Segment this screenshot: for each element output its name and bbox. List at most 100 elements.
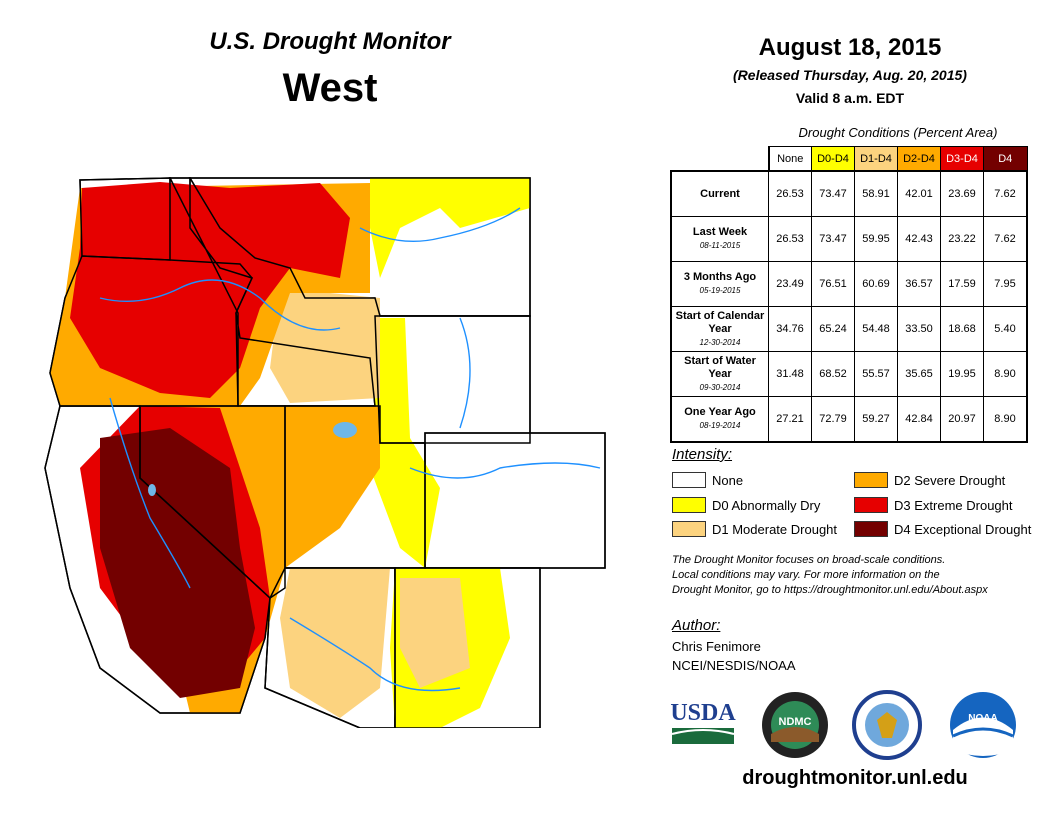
table-row: 3 Months Ago 05-19-2015 23.49 76.51 60.69… <box>670 261 1028 307</box>
table-cell: 58.91 <box>854 170 898 217</box>
table-cell: 35.65 <box>897 351 941 397</box>
table-cell: 19.95 <box>940 351 984 397</box>
author-name: Chris Fenimore <box>672 639 761 654</box>
table-cell: 72.79 <box>811 396 855 443</box>
ndmc-logo: NDMC <box>760 690 830 765</box>
d0-area <box>370 178 530 278</box>
row-label: One Year Ago <box>684 406 756 418</box>
legend-label: None <box>712 472 744 488</box>
d1-area <box>270 288 380 403</box>
legend-item-d2: D2 Severe Drought <box>854 472 1005 488</box>
table-row: One Year Ago 08-19-2014 27.21 72.79 59.27… <box>670 396 1028 443</box>
table-row: Current 26.53 73.47 58.91 42.01 23.69 7.… <box>670 170 1028 217</box>
website-url[interactable]: droughtmonitor.unl.edu <box>742 767 968 789</box>
legend-item-none: None <box>672 472 743 488</box>
noaa-logo-text: NOAA <box>968 713 997 724</box>
legend-swatch <box>854 497 888 513</box>
row-label: Current <box>700 187 740 200</box>
row-date: 09-30-2014 <box>699 382 741 392</box>
table-cell: 76.51 <box>811 261 855 307</box>
table-cell: 73.47 <box>811 170 855 217</box>
lake-tahoe <box>148 484 156 496</box>
d3-area <box>70 182 350 398</box>
release-date: (Released Thursday, Aug. 20, 2015) <box>733 67 967 83</box>
table-caption: Drought Conditions (Percent Area) <box>798 125 998 140</box>
legend-swatch <box>672 521 706 537</box>
note-line: The Drought Monitor focuses on broad-sca… <box>672 554 946 566</box>
legend-label: D3 Extreme Drought <box>894 497 1013 513</box>
row-label: Start of Water Year <box>684 354 756 380</box>
table-cell: 65.24 <box>811 306 855 352</box>
table-cell: 7.95 <box>983 261 1028 307</box>
table-cell: 7.62 <box>983 170 1028 217</box>
col-header-d1-d4: D1-D4 <box>854 146 898 172</box>
legend-item-d0: D0 Abnormally Dry <box>672 497 820 513</box>
table-cell: 23.49 <box>768 261 812 307</box>
row-date: 08-11-2015 <box>699 241 741 250</box>
table-row: Last Week 08-11-2015 26.53 73.47 59.95 42… <box>670 216 1028 262</box>
table-cell: 42.43 <box>897 216 941 262</box>
usda-logo: USDA <box>670 690 736 753</box>
ndmc-logo-text: NDMC <box>779 716 812 728</box>
great-salt-lake <box>333 422 357 438</box>
legend-swatch <box>854 521 888 537</box>
table-cell: 34.76 <box>768 306 812 352</box>
col-header-d3-d4: D3-D4 <box>940 146 984 172</box>
d1-area-3 <box>400 578 470 688</box>
legend-swatch <box>672 472 706 488</box>
row-date: 08-19-2014 <box>699 421 741 430</box>
col-header-d2-d4: D2-D4 <box>897 146 941 172</box>
table-corner <box>671 146 770 172</box>
table-cell: 20.97 <box>940 396 984 443</box>
table-cell: 8.90 <box>983 351 1028 397</box>
table-cell: 60.69 <box>854 261 898 307</box>
table-cell: 26.53 <box>768 170 812 217</box>
table-row: Start of Water Year 09-30-2014 31.48 68.5… <box>670 351 1028 397</box>
col-header-d0-d4: D0-D4 <box>811 146 855 172</box>
table-cell: 17.59 <box>940 261 984 307</box>
table-cell: 68.52 <box>811 351 855 397</box>
table-cell: 55.57 <box>854 351 898 397</box>
legend-label: D0 Abnormally Dry <box>712 497 821 513</box>
author-org: NCEI/NESDIS/NOAA <box>672 658 796 673</box>
table-row: Start of Calendar Year 12-30-2014 34.76 6… <box>670 306 1028 352</box>
drought-shading <box>50 178 530 728</box>
row-date: 12-30-2014 <box>699 337 741 347</box>
col-header-d4: D4 <box>983 146 1028 172</box>
legend-swatch <box>854 472 888 488</box>
table-cell: 18.68 <box>940 306 984 352</box>
legend-item-d3: D3 Extreme Drought <box>854 497 1013 513</box>
table-cell: 59.27 <box>854 396 898 443</box>
state-outlines <box>44 177 606 728</box>
legend-label: D4 Exceptional Drought <box>894 521 1032 537</box>
table-cell: 27.21 <box>768 396 812 443</box>
drought-conditions-table: None D0-D4 D1-D4 D2-D4 D3-D4 D4 Current … <box>670 146 1028 443</box>
d4-area <box>100 428 255 698</box>
table-cell: 23.69 <box>940 170 984 217</box>
table-cell: 42.01 <box>897 170 941 217</box>
map-title: U.S. Drought Monitor <box>209 28 451 55</box>
drought-map <box>44 177 606 728</box>
rivers <box>99 207 601 692</box>
legend-swatch <box>672 497 706 513</box>
region-title: West <box>282 66 378 110</box>
table-cell: 26.53 <box>768 216 812 262</box>
table-cell: 23.22 <box>940 216 984 262</box>
note-line: Drought Monitor, go to https://droughtmo… <box>672 584 988 596</box>
legend-item-d1: D1 Moderate Drought <box>672 521 837 537</box>
legend-title: Intensity: <box>672 446 733 463</box>
valid-time: Valid 8 a.m. EDT <box>795 90 905 106</box>
row-label: Last Week <box>692 226 748 238</box>
note-line: Local conditions may vary. For more info… <box>672 569 940 581</box>
row-label: 3 Months Ago <box>683 271 757 283</box>
table-cell: 42.84 <box>897 396 941 443</box>
legend-item-d4: D4 Exceptional Drought <box>854 521 1031 537</box>
legend-label: D2 Severe Drought <box>894 472 1006 488</box>
table-cell: 8.90 <box>983 396 1028 443</box>
noaa-logo: NOAA <box>948 690 1018 765</box>
table-cell: 5.40 <box>983 306 1028 352</box>
table-cell: 36.57 <box>897 261 941 307</box>
d1-area-2 <box>280 568 390 718</box>
table-cell: 7.62 <box>983 216 1028 262</box>
table-cell: 73.47 <box>811 216 855 262</box>
